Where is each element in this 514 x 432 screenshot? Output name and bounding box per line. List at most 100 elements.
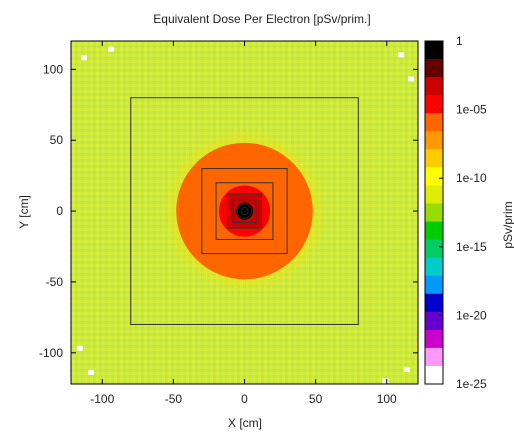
- colorbar-segment: [425, 275, 443, 283]
- dose-speckle: [403, 366, 410, 372]
- dose-speckle: [398, 52, 405, 58]
- colorbar-segment: [425, 185, 443, 192]
- x-axis-title: X [cm]: [228, 416, 262, 430]
- dose-speckle: [80, 55, 87, 61]
- dose-speckle: [408, 76, 415, 82]
- colorbar-segment: [425, 263, 443, 271]
- colorbar-segment: [425, 239, 443, 247]
- colorbar-segment: [425, 359, 443, 367]
- geometry-box: [130, 97, 359, 325]
- colorbar-frame: [424, 40, 444, 385]
- y-tick-label: 50: [50, 133, 64, 147]
- colorbar-segment: [425, 161, 443, 168]
- x-tick-label: -100: [90, 392, 114, 406]
- colorbar-segment: [425, 281, 443, 289]
- colorbar-segment: [425, 227, 443, 235]
- colorbar-segment: [425, 257, 443, 265]
- colorbar-segment: [425, 311, 443, 319]
- colorbar-segment: [425, 191, 443, 198]
- colorbar-tick-label: 1: [456, 34, 463, 48]
- colorbar-segment: [425, 179, 443, 186]
- colorbar: 1 1e-05 1e-10 1e-15 1e-20 1e-25: [424, 34, 487, 391]
- colorbar-segment: [425, 119, 443, 126]
- colorbar-segment: [425, 221, 443, 229]
- colorbar-segment: [425, 131, 443, 138]
- y-axis-title: Y [cm]: [17, 195, 31, 229]
- colorbar-segment: [425, 137, 443, 144]
- colorbar-segment: [425, 167, 443, 174]
- y-tick-label: 0: [56, 204, 63, 218]
- x-tick-label: -50: [165, 392, 183, 406]
- colorbar-segment: [425, 113, 443, 120]
- y-tick-label: 100: [43, 62, 63, 76]
- colorbar-segment: [425, 77, 443, 84]
- center-marker: [240, 207, 249, 216]
- y-tick-label: -50: [46, 275, 64, 289]
- colorbar-segment: [425, 293, 443, 301]
- geometry-box: [215, 182, 274, 240]
- y-tick-label: -100: [39, 346, 63, 360]
- colorbar-segment: [425, 335, 443, 343]
- colorbar-segment: [425, 365, 443, 373]
- colorbar-segment: [425, 89, 443, 96]
- colorbar-segment: [425, 65, 443, 72]
- colorbar-segment: [425, 173, 443, 180]
- colorbar-segment: [425, 107, 443, 114]
- colorbar-segment: [425, 287, 443, 295]
- colorbar-segment: [425, 245, 443, 253]
- colorbar-segment: [425, 143, 443, 150]
- colorbar-segment: [425, 53, 443, 60]
- colorbar-segment: [425, 233, 443, 241]
- y-axis: -100 -50 0 50 100: [39, 62, 418, 360]
- colorbar-segment: [425, 305, 443, 313]
- x-tick-label: 100: [377, 392, 397, 406]
- colorbar-segment: [425, 209, 443, 217]
- colorbar-tick-label: 1e-20: [456, 308, 487, 322]
- geometry-box: [226, 193, 263, 229]
- colorbar-segment: [425, 203, 443, 210]
- colorbar-segment: [425, 215, 443, 223]
- colorbar-tick-label: 1e-15: [456, 240, 487, 254]
- dose-speckle: [88, 369, 95, 375]
- colorbar-segment: [425, 149, 443, 156]
- colorbar-segment: [425, 251, 443, 259]
- colorbar-segment: [425, 347, 443, 355]
- colorbar-segment: [425, 371, 443, 379]
- colorbar-segment: [425, 329, 443, 337]
- colorbar-segment: [425, 197, 443, 204]
- colorbar-tick-label: 1e-25: [456, 377, 487, 391]
- plot-area: [71, 41, 418, 384]
- colorbar-segment: [425, 155, 443, 162]
- colorbar-segment: [425, 377, 443, 385]
- colorbar-tick-label: 1e-10: [456, 171, 487, 185]
- colorbar-segment: [425, 41, 443, 48]
- x-tick-label: 0: [241, 392, 248, 406]
- geometry-boxes: [130, 97, 359, 325]
- colorbar-segment: [425, 101, 443, 108]
- colorbar-title: pSv/prim: [501, 201, 514, 248]
- colorbar-segment: [425, 341, 443, 349]
- colorbar-segment: [425, 125, 443, 132]
- x-tick-label: 50: [309, 392, 323, 406]
- geometry-box: [201, 168, 288, 255]
- colorbar-segment: [425, 71, 443, 78]
- dose-region: [235, 202, 254, 220]
- colorbar-segment: [425, 47, 443, 54]
- colorbar-segment: [425, 299, 443, 307]
- colorbar-segment: [425, 59, 443, 66]
- dose-speckle: [76, 345, 83, 351]
- colorbar-segment: [425, 353, 443, 361]
- colorbar-segment: [425, 323, 443, 331]
- x-axis: -100 -50 0 50 100: [90, 41, 397, 406]
- dose-speckle: [382, 378, 389, 384]
- center-marker: [236, 203, 253, 219]
- dose-speckle: [107, 46, 114, 52]
- geometry-box: [232, 199, 257, 223]
- colorbar-segment: [425, 95, 443, 102]
- chart-title: Equivalent Dose Per Electron [pSv/prim.]: [153, 12, 370, 26]
- colorbar-segment: [425, 317, 443, 325]
- colorbar-tick-label: 1e-05: [456, 103, 487, 117]
- colorbar-segment: [425, 83, 443, 90]
- colorbar-segment: [425, 269, 443, 277]
